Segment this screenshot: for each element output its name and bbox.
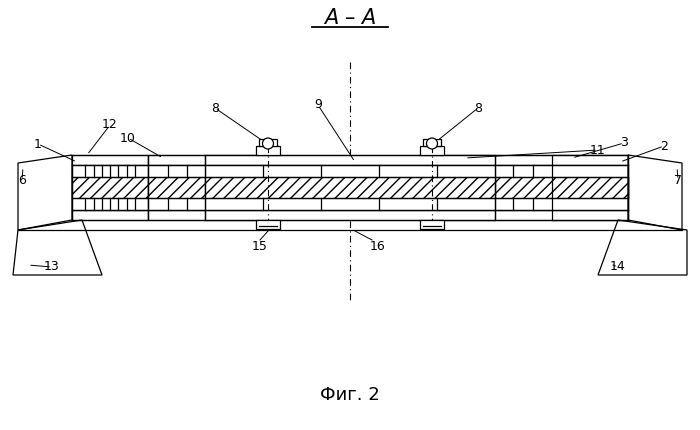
- Text: 3: 3: [620, 136, 628, 150]
- Bar: [259, 139, 277, 146]
- Bar: [72, 177, 148, 198]
- Bar: [435, 155, 628, 165]
- Text: 11: 11: [590, 144, 606, 157]
- Bar: [423, 139, 441, 146]
- Text: А – А: А – А: [324, 8, 376, 28]
- Bar: [552, 210, 628, 220]
- Text: 7: 7: [674, 173, 682, 187]
- Text: 12: 12: [102, 119, 118, 132]
- Text: 16: 16: [370, 240, 386, 254]
- Bar: [435, 210, 628, 220]
- Text: 8: 8: [474, 101, 482, 114]
- Bar: [420, 220, 444, 229]
- Bar: [435, 177, 628, 198]
- Circle shape: [262, 138, 274, 149]
- Text: 6: 6: [18, 173, 26, 187]
- Text: 10: 10: [120, 132, 136, 144]
- Bar: [148, 155, 265, 165]
- Text: Фиг. 2: Фиг. 2: [320, 386, 380, 404]
- Text: 13: 13: [44, 261, 60, 273]
- Bar: [148, 165, 265, 210]
- Text: 2: 2: [660, 139, 668, 153]
- Circle shape: [426, 138, 438, 149]
- Bar: [148, 210, 265, 220]
- Text: 9: 9: [314, 98, 322, 111]
- Bar: [205, 210, 495, 220]
- Bar: [420, 146, 444, 155]
- Bar: [552, 165, 628, 210]
- Text: 14: 14: [610, 261, 626, 273]
- Bar: [256, 146, 280, 155]
- Bar: [256, 220, 280, 229]
- Bar: [552, 155, 628, 165]
- Text: 1: 1: [34, 138, 42, 150]
- Bar: [205, 177, 495, 198]
- Text: 15: 15: [252, 240, 268, 254]
- Bar: [72, 210, 148, 220]
- Bar: [552, 177, 628, 198]
- Bar: [72, 155, 148, 165]
- Bar: [435, 165, 628, 210]
- Text: 8: 8: [211, 101, 219, 114]
- Bar: [148, 177, 265, 198]
- Bar: [72, 165, 148, 210]
- Bar: [205, 165, 495, 210]
- Bar: [205, 155, 495, 165]
